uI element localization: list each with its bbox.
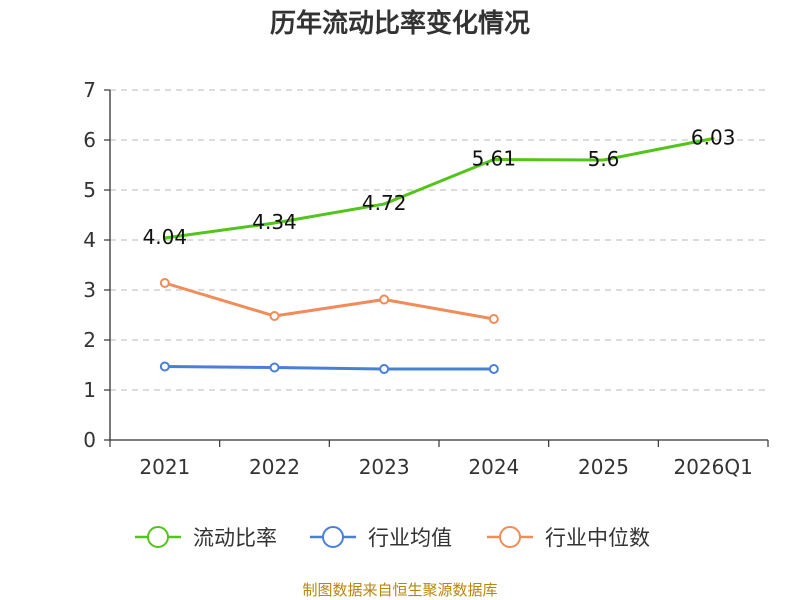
data-label: 4.34 [252, 210, 297, 234]
data-point[interactable] [159, 361, 170, 372]
data-point[interactable] [379, 364, 390, 374]
x-tick-label: 2026Q1 [673, 455, 752, 479]
data-point[interactable] [379, 294, 390, 305]
y-tick-label: 2 [83, 328, 96, 352]
grid-lines [110, 89, 768, 391]
y-tick-label: 7 [83, 78, 96, 102]
data-point[interactable] [269, 362, 280, 373]
series-1 [159, 361, 499, 374]
data-label: 4.04 [143, 225, 188, 249]
series-0: 4.04 4.34 4.72 5.61 5.6 6.03 [143, 126, 736, 250]
legend-marker [499, 526, 521, 548]
legend-marker [147, 526, 169, 548]
legend-item-0[interactable]: 流动比率 [135, 526, 277, 550]
legend-item-2[interactable]: 行业中位数 [487, 526, 650, 550]
data-point[interactable] [269, 311, 280, 321]
y-tick-label: 3 [83, 278, 96, 302]
x-tick-label: 2022 [249, 455, 300, 479]
data-label: 4.72 [362, 191, 407, 215]
legend-marker [322, 526, 344, 548]
series-line [163, 137, 715, 240]
legend-label: 流动比率 [193, 526, 277, 550]
legend-label: 行业中位数 [545, 526, 650, 550]
legend-label: 行业均值 [368, 526, 452, 550]
series-line [163, 281, 496, 321]
y-tick-label: 4 [83, 228, 96, 252]
data-point[interactable] [488, 364, 499, 374]
chart-title: 历年流动比率变化情况 [270, 8, 530, 39]
data-label: 5.61 [472, 147, 517, 171]
data-label: 5.6 [588, 147, 620, 171]
series-group: 4.04 4.34 4.72 5.61 5.6 6.03 [143, 126, 736, 374]
legend[interactable]: 流动比率 行业均值 行业中位数 [135, 526, 650, 550]
x-tick-label: 2021 [139, 455, 190, 479]
data-point[interactable] [488, 314, 499, 324]
x-tick-label: 2023 [359, 455, 410, 479]
axes: 0 1 2 3 4 5 6 7 2021 2022 2023 2024 2025 2026Q1 [83, 78, 769, 479]
series-2 [159, 278, 499, 324]
series-line [163, 365, 496, 371]
data-label: 6.03 [691, 126, 736, 150]
y-tick-label: 5 [83, 178, 96, 202]
x-tick-label: 2025 [578, 455, 629, 479]
legend-item-1[interactable]: 行业均值 [310, 526, 452, 550]
y-tick-label: 6 [83, 128, 96, 152]
y-tick-label: 1 [83, 378, 96, 402]
y-tick-label: 0 [83, 428, 96, 452]
x-tick-label: 2024 [468, 455, 519, 479]
data-point[interactable] [159, 278, 170, 288]
source-note: 制图数据来自恒生聚源数据库 [302, 581, 497, 599]
